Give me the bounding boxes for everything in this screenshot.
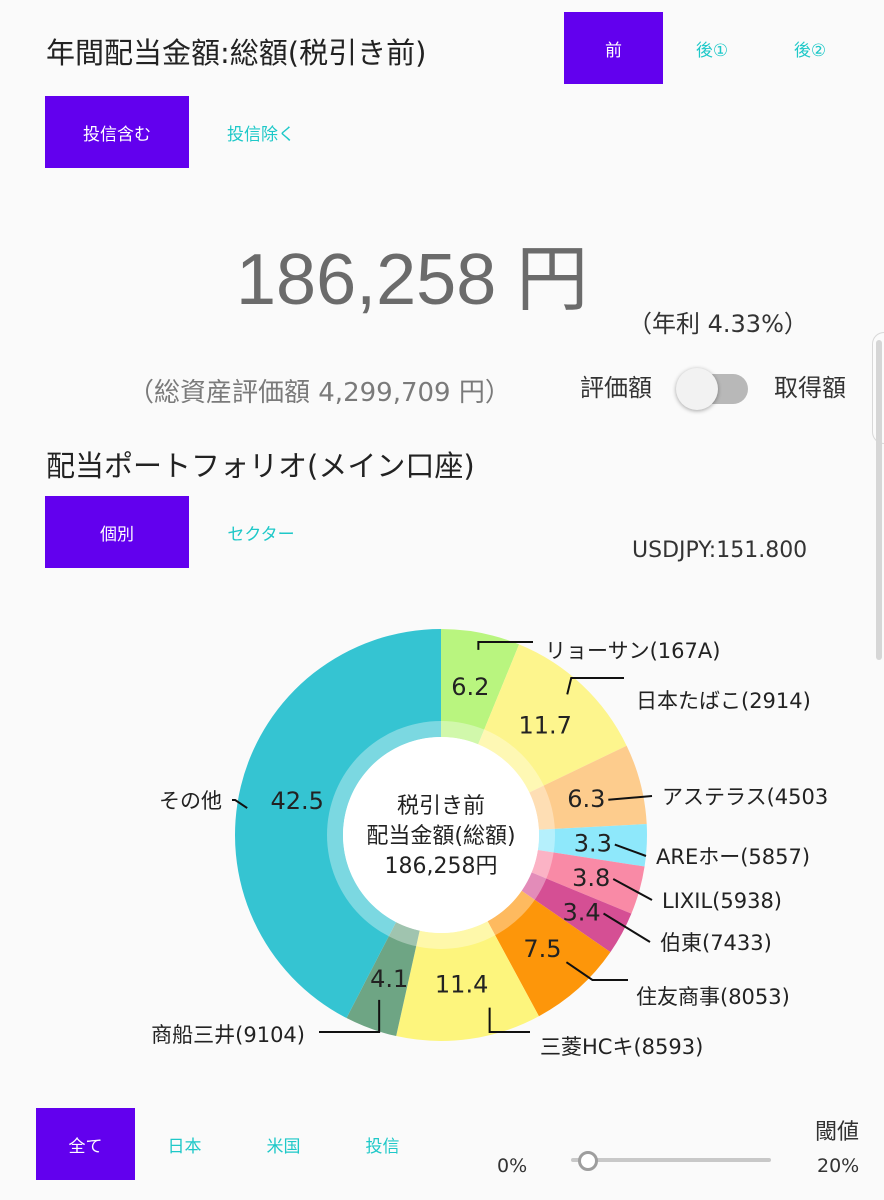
slider-track: [571, 1158, 771, 1162]
slice-name-label: その他: [159, 789, 222, 813]
slice-leader-line: [614, 843, 647, 857]
slice-leader-line: [603, 912, 651, 943]
donut-slice[interactable]: [441, 629, 520, 745]
slice-value-label: 6.3: [567, 785, 605, 813]
slice-value-label: 4.1: [370, 965, 408, 993]
slice-name-label: 住友商事(8053): [636, 985, 790, 1009]
slice-value-label: 42.5: [270, 787, 323, 815]
annual-yield: （年利 4.33%）: [628, 310, 808, 338]
toggle-label-valuation: 評価額: [580, 374, 652, 402]
slice-value-label: 11.4: [435, 971, 488, 999]
dividend-donut-chart: 6.2 11.7 6.3 3.3 3.8 3.47.5 11.4 4.1 42.5 リョーサン(…: [151, 629, 828, 1059]
slice-leader-line: [612, 878, 653, 901]
donut-slice[interactable]: [521, 872, 632, 953]
slice-leader-line: [319, 999, 381, 1033]
donut-slice[interactable]: [529, 745, 647, 830]
slice-name-label: 伯東(7433): [660, 931, 772, 955]
slice-value-label: 3.8: [572, 864, 610, 892]
donut-slice[interactable]: [537, 824, 647, 867]
tab-region-japan[interactable]: 日本: [167, 1136, 202, 1157]
threshold-slider[interactable]: [571, 1150, 771, 1171]
annual-dividend-amount: 186,258 円: [236, 240, 589, 320]
tab-region-funds[interactable]: 投信: [365, 1136, 400, 1157]
donut-slice[interactable]: [531, 849, 645, 914]
slice-name-label: LIXIL(5938): [662, 889, 782, 913]
slice-leader-line: [488, 1007, 530, 1033]
slice-leader-line: [477, 641, 533, 650]
scrollbar[interactable]: [876, 340, 882, 660]
tab-tax-before[interactable]: 前: [564, 12, 663, 84]
center-label-line-1: 税引き前: [397, 794, 485, 819]
slice-name-label: 日本たばこ(2914): [636, 689, 811, 713]
slice-value-label: 3.3: [574, 830, 612, 858]
tab-tax-after-1[interactable]: 後①: [695, 40, 729, 61]
toggle-label-cost: 取得額: [774, 374, 846, 402]
total-assets: （総資産評価額 4,299,709 円）: [128, 378, 511, 408]
center-label-line-3: 186,258円: [385, 854, 498, 879]
slice-name-label: アステラス(4503: [662, 785, 828, 809]
slice-name-label: 三菱HCキ(8593): [540, 1035, 703, 1059]
slice-leader-line: [565, 961, 628, 981]
slice-name-label: リョーサン(167A): [545, 639, 720, 663]
donut-slice[interactable]: [396, 921, 539, 1041]
slice-value-label: 7.5: [523, 935, 561, 963]
slice-leader-line: [232, 799, 248, 809]
center-label-line-2: 配当金額(総額): [366, 824, 515, 849]
slice-value-label: 6.2: [451, 673, 489, 701]
slice-name-label: 商船三井(9104): [151, 1023, 305, 1047]
slice-value-label: 11.7: [519, 711, 572, 739]
slider-thumb[interactable]: [578, 1151, 598, 1171]
tab-region-all[interactable]: 全て: [36, 1108, 135, 1180]
donut-slice[interactable]: [478, 644, 627, 793]
slider-max-label: 20%: [817, 1155, 860, 1177]
tab-exclude-funds[interactable]: 投信除く: [227, 124, 295, 145]
donut-slice[interactable]: [235, 629, 441, 1019]
tab-sector[interactable]: セクター: [227, 524, 295, 545]
slice-leader-line: [566, 677, 624, 695]
donut-slice[interactable]: [346, 922, 420, 1037]
tab-individual[interactable]: 個別: [45, 496, 189, 568]
portfolio-title: 配当ポートフォリオ(メイン口座): [46, 449, 475, 483]
slice-name-label: AREホー(5857): [656, 845, 810, 869]
tab-include-funds[interactable]: 投信含む: [45, 96, 189, 168]
slice-leader-line: [608, 795, 653, 801]
page-title: 年間配当金額:総額(税引き前): [46, 36, 427, 70]
tab-tax-after-2[interactable]: 後②: [793, 40, 827, 61]
valuation-basis-toggle[interactable]: [676, 368, 756, 410]
fx-rate: USDJPY:151.800: [632, 538, 808, 563]
donut-slice[interactable]: [487, 890, 611, 1017]
slider-min-label: 0%: [497, 1155, 528, 1177]
slice-value-label: 3.4: [562, 898, 600, 926]
tab-region-us[interactable]: 米国: [266, 1136, 301, 1157]
toggle-thumb[interactable]: [676, 368, 718, 410]
threshold-label: 閾値: [815, 1120, 860, 1145]
donut-center: [343, 737, 539, 933]
